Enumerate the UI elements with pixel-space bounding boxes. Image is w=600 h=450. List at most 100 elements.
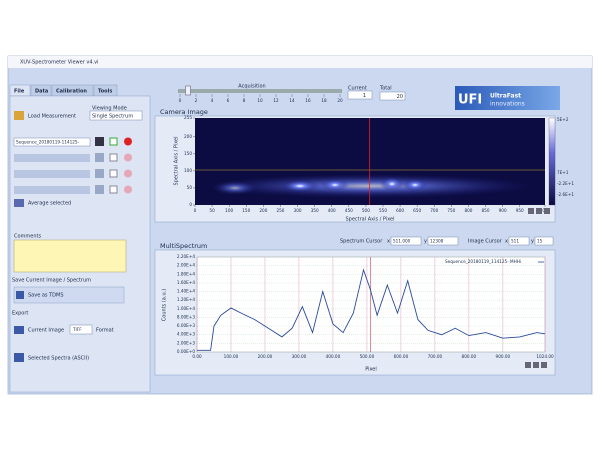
slider-tick-label: 2 — [195, 98, 198, 103]
tab-label: Tools — [98, 89, 112, 95]
tool-icon[interactable] — [544, 208, 550, 214]
x-tick-label: 600.00 — [394, 354, 409, 359]
colorbar-label: -2.6E+1 — [557, 192, 574, 197]
measurement-row[interactable] — [14, 154, 90, 162]
logo-line1: UltraFast — [490, 93, 521, 100]
save-icon — [16, 291, 24, 299]
y-tick-label: 4.00E+3 — [177, 332, 195, 337]
selected-spectra-button[interactable]: Selected Spectra (ASCII) — [28, 356, 89, 362]
comments-label: Comments — [14, 234, 41, 240]
x-tick-label: 500 — [362, 208, 370, 213]
save-button[interactable]: Save as TDMS — [28, 293, 64, 299]
measurement-row[interactable] — [14, 186, 90, 194]
camera-icon[interactable] — [95, 137, 104, 146]
camera-icon[interactable] — [95, 153, 104, 162]
y-tick-label: 1.20E+4 — [177, 297, 195, 302]
delete-icon[interactable] — [124, 169, 132, 178]
format-dropdown[interactable] — [69, 324, 93, 335]
measurement-row[interactable] — [14, 170, 90, 178]
current-spinbox[interactable] — [347, 90, 373, 100]
x-tick-label: 700 — [430, 208, 438, 213]
camera-x-label: Spectral Axis / Pixel — [345, 217, 394, 223]
folder-icon[interactable] — [14, 111, 24, 120]
spectrum-line — [197, 268, 546, 351]
legend-entry: Sequence_20180119_114125- MHHi — [445, 259, 521, 264]
signal-spot — [380, 177, 404, 191]
tool-icon[interactable] — [536, 208, 542, 214]
tab-label: Calibration — [56, 89, 87, 95]
checkbox[interactable] — [109, 185, 118, 194]
viewing-mode-dropdown[interactable] — [89, 110, 143, 121]
image-y-box[interactable] — [534, 236, 554, 246]
slider-thumb[interactable] — [185, 85, 191, 96]
checkbox[interactable] — [109, 137, 118, 146]
signal-spot — [213, 181, 257, 195]
x-tick-label: 750 — [447, 208, 455, 213]
slider-tick-label: 12 — [273, 98, 279, 103]
colorbar — [548, 117, 556, 206]
spectrum-x-label: Pixel — [365, 367, 377, 373]
tool-icon[interactable] — [525, 362, 531, 368]
spectrum-y-box[interactable] — [427, 236, 459, 246]
camera-axes: 0 50 100 150 200 250 300 350 400 450 500 550 600 650 7… — [184, 115, 574, 213]
tab-bar: File Data Calibration Tools — [9, 84, 118, 97]
colorbar-label: 5E+2 — [557, 117, 569, 122]
spectrum-cursor-label: Spectrum Cursor — [340, 239, 383, 245]
tool-icon[interactable] — [541, 362, 547, 368]
x-tick-label: 300.00 — [292, 354, 307, 359]
cursor-y-label: y — [531, 239, 534, 245]
delete-icon[interactable] — [124, 185, 132, 194]
x-tick-label: 450 — [345, 208, 353, 213]
export-icon[interactable] — [14, 353, 24, 362]
plot-tools — [525, 208, 550, 368]
tool-icon[interactable] — [528, 208, 534, 214]
camera-icon[interactable] — [95, 169, 104, 178]
x-tick-label: 850 — [482, 208, 490, 213]
export-icon[interactable] — [14, 326, 24, 334]
x-tick-label: 700.00 — [428, 354, 443, 359]
current-image-button[interactable]: Current Image — [28, 328, 64, 334]
acquisition-label: Acquisition — [238, 84, 265, 90]
x-tick-label: 1024.00 — [536, 354, 554, 359]
delete-icon[interactable] — [124, 137, 132, 146]
image-y-value: 15 — [537, 239, 543, 244]
spectrum-x-box[interactable] — [390, 236, 422, 246]
checkbox[interactable] — [109, 153, 118, 162]
y-tick-label: 2.00E+4 — [177, 263, 195, 268]
camera-icon[interactable] — [95, 185, 104, 194]
camera-title: Camera Image — [160, 108, 208, 116]
slider-tick-label: 14 — [289, 98, 295, 103]
acquisition-ticks: 0 2 4 6 8 10 12 14 16 18 20 — [179, 85, 343, 103]
delete-icon[interactable] — [124, 153, 132, 162]
slider-tick-label: 4 — [211, 98, 214, 103]
average-button[interactable]: Average selected — [28, 201, 71, 207]
slider-tick-label: 18 — [321, 98, 327, 103]
total-value: 20 — [397, 94, 403, 100]
colorbar-label: -2.2E+1 — [557, 181, 574, 186]
checkbox[interactable] — [109, 169, 118, 178]
tool-icon[interactable] — [533, 362, 539, 368]
x-tick-label: 800 — [464, 208, 472, 213]
tab-label: File — [14, 89, 25, 95]
viewing-mode-label: Viewing Mode — [92, 106, 127, 112]
average-icon[interactable] — [14, 199, 24, 207]
comments-box[interactable] — [13, 239, 127, 273]
x-tick-label: 950 — [516, 208, 524, 213]
cursor-x-label: x — [387, 239, 390, 245]
spectrum-title: MultiSpectrum — [160, 242, 207, 250]
save-button-frame[interactable] — [13, 286, 125, 304]
image-x-box[interactable] — [508, 236, 530, 246]
spectrum-y-value: 12308 — [430, 239, 444, 244]
signal-spot — [321, 179, 349, 191]
spectrum-x-value: 511.000 — [393, 239, 411, 244]
load-button[interactable]: Load Measurement — [28, 114, 76, 120]
x-tick-label: 0 — [194, 208, 197, 213]
slider-tick-label: 16 — [305, 98, 311, 103]
tab-label: Data — [35, 89, 48, 95]
measurement-row[interactable] — [13, 137, 91, 147]
y-tick-label: 1.40E+4 — [177, 289, 195, 294]
acquisition-slider[interactable] — [178, 89, 342, 93]
spectrum-axes: 0.00E+0 2.00E+3 4.00E+3 6.00E+3 8.00E+3 1.00E… — [177, 254, 554, 359]
